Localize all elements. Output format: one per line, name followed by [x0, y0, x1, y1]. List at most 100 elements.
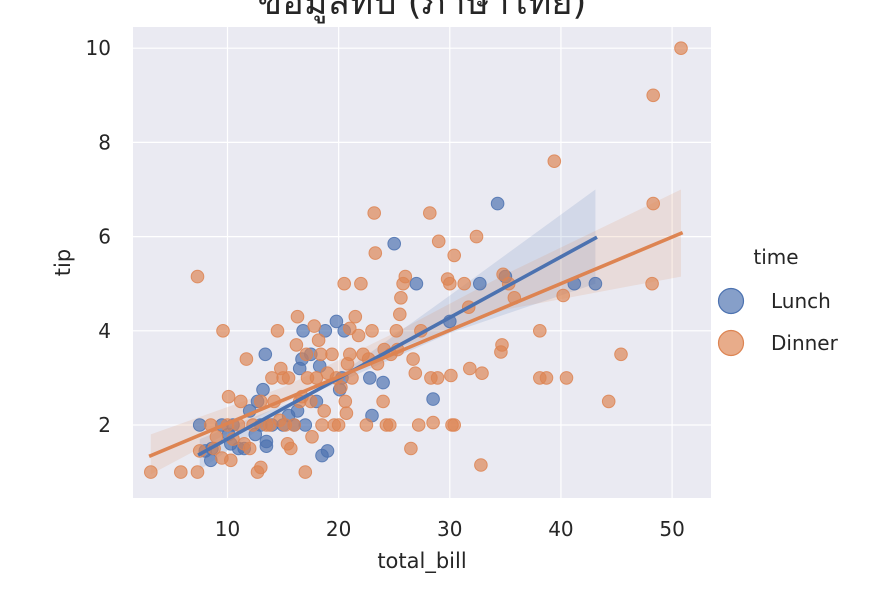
x-tick-label: 20 — [326, 517, 351, 541]
data-point-lunch — [490, 196, 505, 211]
data-point-lunch — [320, 444, 335, 458]
data-point-dinner — [305, 430, 319, 444]
data-point-dinner — [338, 394, 353, 409]
regression-line-lunch — [197, 235, 598, 457]
data-point-dinner — [325, 347, 339, 362]
data-point-dinner — [190, 465, 205, 479]
data-point-dinner — [307, 319, 322, 333]
data-point-dinner — [270, 324, 285, 338]
data-point-dinner — [556, 288, 571, 303]
data-point-dinner — [408, 366, 423, 381]
data-point-lunch — [363, 371, 377, 385]
y-axis-ticks: 2 4 6 8 10 — [86, 36, 111, 437]
data-point-dinner — [430, 371, 445, 385]
y-axis-label: tip — [51, 249, 75, 276]
data-point-lunch — [204, 453, 218, 468]
legend-marker-dinner — [717, 329, 745, 357]
legend-title: time — [753, 245, 798, 269]
data-point-dinner — [674, 41, 688, 56]
data-point-dinner — [317, 404, 332, 418]
y-tick-label: 10 — [86, 36, 111, 60]
legend-marker-lunch — [717, 287, 745, 315]
data-point-dinner — [216, 324, 230, 338]
data-point-dinner — [614, 347, 628, 362]
x-tick-label: 40 — [548, 517, 573, 541]
data-point-dinner — [383, 418, 397, 432]
data-point-dinner — [339, 406, 354, 421]
data-point-dinner — [334, 380, 348, 395]
x-tick-label: 10 — [215, 517, 240, 541]
data-point-dinner — [469, 229, 484, 244]
data-point-dinner — [239, 352, 254, 366]
data-point-dinner — [601, 394, 616, 409]
data-point-lunch — [473, 276, 487, 291]
data-point-dinner — [431, 234, 446, 249]
data-point-dinner — [224, 453, 238, 468]
data-point-lunch — [387, 236, 402, 251]
regression-line-dinner — [148, 230, 684, 458]
data-point-dinner — [287, 418, 302, 432]
data-point-dinner — [221, 389, 236, 404]
data-point-dinner — [447, 418, 462, 432]
data-point-lunch — [258, 347, 273, 362]
data-point-dinner — [444, 368, 458, 383]
data-point-dinner — [398, 269, 413, 284]
data-point-lunch — [409, 276, 424, 291]
data-point-dinner — [365, 324, 379, 338]
data-point-dinner — [290, 309, 305, 324]
x-tick-label: 50 — [659, 517, 684, 541]
data-point-dinner — [539, 371, 554, 385]
x-tick-label: 30 — [437, 517, 462, 541]
data-point-dinner — [474, 458, 488, 472]
data-point-lunch — [588, 276, 603, 291]
data-point-dinner — [495, 338, 509, 352]
data-point-dinner — [337, 276, 352, 291]
data-point-dinner — [298, 465, 313, 479]
y-tick-label: 2 — [98, 413, 111, 437]
data-point-dinner — [404, 441, 418, 456]
data-point-dinner — [547, 154, 562, 168]
y-tick-label: 4 — [98, 319, 111, 343]
data-point-dinner — [289, 338, 304, 352]
data-point-dinner — [281, 371, 296, 385]
data-point-lunch — [259, 439, 274, 454]
data-point-dinner — [559, 371, 574, 385]
data-point-dinner — [174, 465, 188, 479]
data-point-dinner — [376, 394, 390, 409]
data-point-dinner — [144, 465, 158, 479]
data-point-lunch — [376, 375, 390, 390]
data-point-dinner — [533, 324, 547, 338]
legend: time Lunch Dinner — [717, 245, 839, 357]
data-point-dinner — [389, 324, 404, 338]
plot-area — [144, 41, 688, 479]
x-axis-label: total_bill — [377, 549, 466, 574]
data-point-dinner — [242, 441, 257, 456]
data-point-dinner — [646, 88, 661, 103]
data-point-dinner — [463, 361, 477, 376]
data-point-lunch — [426, 392, 440, 406]
data-point-dinner — [368, 246, 383, 260]
data-point-dinner — [234, 394, 248, 409]
data-point-dinner — [423, 206, 437, 220]
data-point-dinner — [354, 276, 368, 291]
legend-label-lunch: Lunch — [771, 289, 831, 313]
data-point-dinner — [348, 309, 363, 324]
data-point-dinner — [253, 460, 268, 475]
data-point-dinner — [190, 269, 205, 284]
data-point-dinner — [343, 321, 357, 336]
data-point-dinner — [315, 418, 329, 432]
data-point-dinner — [443, 276, 457, 291]
data-point-dinner — [406, 352, 420, 366]
data-point-dinner — [457, 276, 472, 291]
data-point-dinner — [311, 333, 326, 348]
data-point-dinner — [331, 418, 346, 432]
data-point-dinner — [447, 248, 462, 263]
y-tick-label: 6 — [98, 225, 111, 249]
data-point-dinner — [351, 328, 366, 343]
legend-label-dinner: Dinner — [771, 331, 839, 355]
data-point-dinner — [343, 347, 357, 362]
data-point-dinner — [475, 366, 489, 381]
x-axis-ticks: 10 20 30 40 50 — [215, 517, 685, 541]
y-tick-label: 8 — [98, 130, 111, 154]
data-point-dinner — [394, 291, 408, 305]
